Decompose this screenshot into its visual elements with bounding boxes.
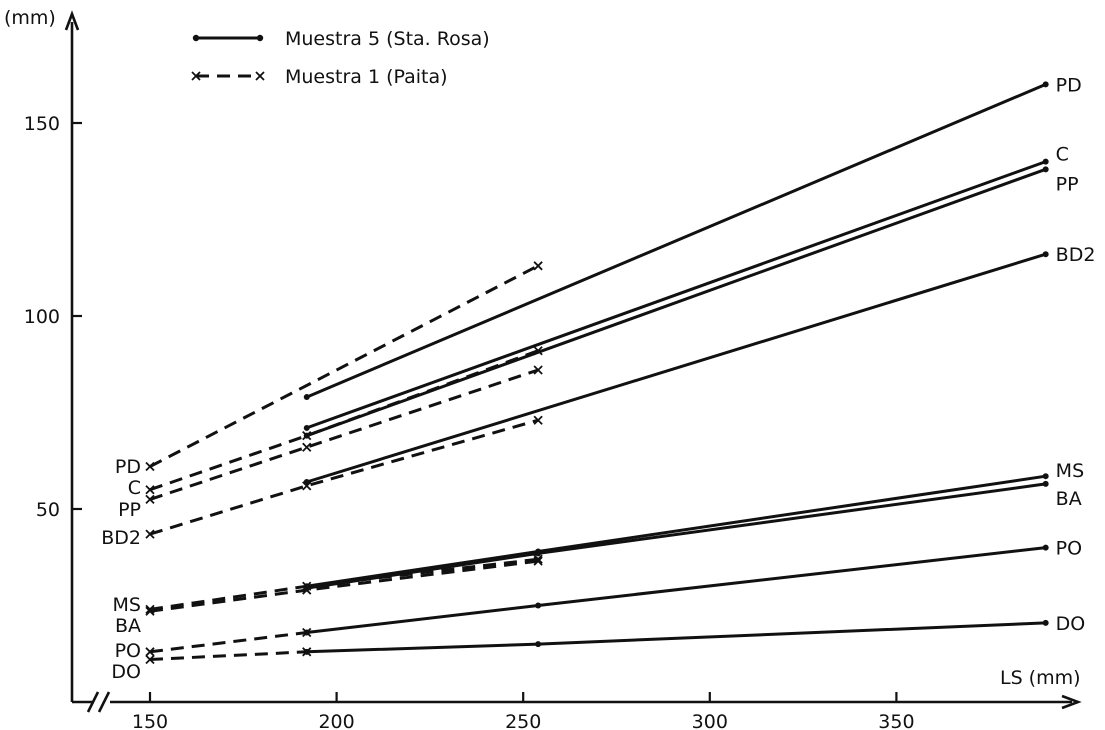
data-point-x [302,442,312,452]
data-point-x [145,606,155,616]
series-label-left: MS [113,594,141,616]
series-label-right: MS [1056,460,1084,482]
series-line-po-dashed [149,631,307,654]
data-point-x [302,627,312,638]
series-line-pd-solid [305,82,1048,399]
chart-legend: Muestra 5 (Sta. Rosa) Muestra 1 (Paita) [191,28,490,88]
data-point-dot [303,424,310,431]
y-axis-label: (mm) [4,7,56,29]
data-point-x [302,481,312,491]
legend-label: Muestra 1 (Paita) [285,66,448,88]
legend-marker-x [255,71,265,81]
data-point-dot [1042,480,1049,487]
data-point-x [302,431,312,441]
x-tick-label: 350 [878,711,914,730]
series-label-right: DO [1056,613,1086,635]
data-point-dot [535,602,542,609]
series-label-left: PD [115,456,141,478]
data-point-dot [1042,251,1049,258]
data-point-x [533,346,543,356]
x-axis-break-mark [97,691,111,713]
y-tick-label: 50 [36,499,60,521]
data-point-x [533,365,543,375]
data-point-x [302,647,312,657]
data-point-x [533,556,543,566]
series-line-ba-dashed [149,559,539,613]
data-point-dot [1042,81,1049,88]
series-label-left: BA [115,615,141,637]
series-label-left: C [128,477,141,499]
series-label-right: BD2 [1056,244,1096,266]
data-point-dot [1042,166,1049,173]
series-line-ms-solid [305,474,1048,588]
data-point-x [145,604,155,614]
data-point-x [533,415,543,425]
series-line-bd2-solid [305,252,1048,484]
y-tick-label: 100 [24,306,60,328]
series-label-right: BA [1056,488,1082,510]
series-label-left: PO [115,640,141,662]
x-tick-label: 150 [132,711,168,730]
data-point-x [145,485,155,495]
legend-marker-dot [256,34,264,42]
data-point-x [145,654,155,665]
x-axis-arrow [1061,694,1082,710]
series-line-po-solid [305,546,1048,634]
data-point-dot [535,550,542,557]
chart-axes: 50 100 150 150 200 250 300 350 (mm) LS (mm) [4,7,1082,730]
data-point-dot [1042,473,1049,480]
legend-marker-dot [192,34,200,42]
series-label-left: DO [111,661,141,683]
data-point-x [533,261,543,271]
chart-series-lines [145,81,1049,665]
data-point-x [145,461,155,472]
x-tick-label: 300 [692,711,728,730]
data-point-x [302,581,312,591]
series-label-left: PP [118,499,141,521]
series-label-right: C [1056,144,1069,166]
data-point-dot [1042,158,1049,165]
x-tick-label: 200 [318,711,354,730]
legend-label: Muestra 5 (Sta. Rosa) [285,28,490,50]
series-line-do-solid [305,621,1048,654]
data-point-dot [1042,544,1049,551]
data-point-dot [535,641,542,648]
series-label-left: BD2 [101,527,141,549]
series-label-right: PP [1056,173,1079,195]
data-point-x [145,494,155,504]
series-line-c-dashed [149,349,539,492]
series-line-ba-solid [305,482,1048,590]
y-axis-arrow [64,10,80,31]
series-line-do-dashed [149,650,307,661]
data-point-x [145,529,155,539]
data-point-x [302,585,312,595]
series-line-pd-dashed [149,264,539,468]
x-axis-label: LS (mm) [1000,667,1081,689]
data-point-dot [1042,619,1049,626]
x-axis-break-mark [86,691,100,713]
y-tick-label: 150 [24,113,60,135]
series-line-bd2-dashed [149,418,539,536]
x-tick-label: 250 [505,711,541,730]
series-label-right: PO [1056,538,1082,560]
series-label-right: PD [1056,74,1082,96]
series-line-pp-dashed [149,368,539,501]
data-point-x [145,647,155,657]
series-line-c-solid [305,160,1048,430]
data-point-dot [303,394,310,401]
legend-marker-x [191,71,201,81]
